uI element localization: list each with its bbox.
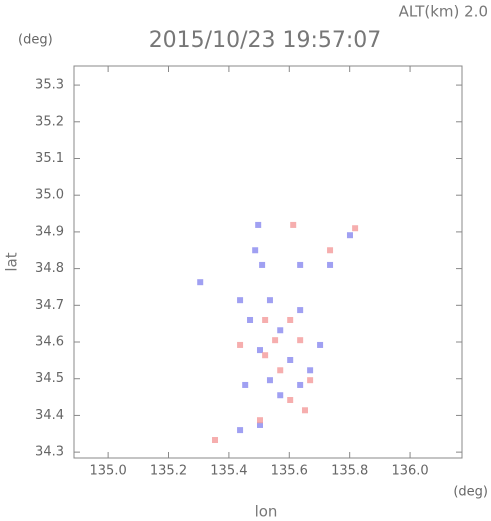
y-tick-label: 35.2	[35, 114, 64, 129]
echo-point	[290, 221, 297, 228]
echo-point	[237, 341, 244, 348]
echo-point	[256, 421, 263, 428]
x-tick-label: 135.2	[150, 464, 187, 479]
y-tick-label: 34.4	[35, 408, 64, 423]
x-tick-label: 136.0	[391, 464, 428, 479]
y-tick-label: 34.6	[35, 335, 64, 350]
y-unit: (deg)	[18, 33, 53, 48]
echo-point	[237, 297, 244, 304]
echo-point	[327, 261, 334, 268]
echo-point	[301, 407, 308, 414]
y-tick-label: 35.3	[35, 78, 64, 93]
echo-point	[262, 316, 269, 323]
echo-point	[287, 397, 294, 404]
echo-point	[242, 381, 249, 388]
echo-point	[197, 279, 204, 286]
echo-point	[247, 316, 254, 323]
y-axis-label: lat	[3, 252, 21, 271]
echo-point	[212, 437, 219, 444]
echo-point	[256, 417, 263, 424]
echo-point	[266, 297, 273, 304]
echo-point	[297, 261, 304, 268]
echo-point	[255, 221, 262, 228]
echo-point	[262, 352, 269, 359]
y-tick-label: 34.8	[35, 261, 64, 276]
echo-point	[346, 232, 353, 239]
x-unit: (deg)	[453, 485, 488, 500]
x-tick-label: 135.4	[210, 464, 247, 479]
echo-point	[297, 307, 304, 314]
echo-point	[266, 377, 273, 384]
echo-point	[259, 261, 266, 268]
echo-point	[277, 392, 284, 399]
y-tick-label: 34.7	[35, 298, 64, 313]
chart-title: 2015/10/23 19:57:07	[149, 28, 382, 53]
x-axis-label: lon	[255, 503, 278, 521]
echo-point	[327, 247, 334, 254]
echo-point	[277, 367, 284, 374]
x-tick-label: 135.0	[90, 464, 127, 479]
echo-point	[352, 225, 359, 232]
echo-point	[297, 337, 304, 344]
echo-point	[287, 316, 294, 323]
echo-point	[317, 341, 324, 348]
x-tick-label: 135.8	[331, 464, 368, 479]
echo-point	[307, 367, 314, 374]
y-tick-label: 34.5	[35, 371, 64, 386]
plot-frame	[73, 65, 463, 459]
altitude-label: ALT(km) 2.0	[399, 3, 488, 21]
echo-point	[256, 347, 263, 354]
y-tick-label: 35.1	[35, 151, 64, 166]
echo-point	[272, 337, 279, 344]
x-tick-label: 135.6	[271, 464, 308, 479]
echo-point	[252, 247, 259, 254]
echo-point	[287, 357, 294, 363]
y-tick-label: 35.0	[35, 188, 64, 203]
echo-point	[297, 381, 304, 388]
echo-point	[237, 427, 244, 434]
y-tick-label: 34.3	[35, 445, 64, 460]
echo-point	[277, 327, 284, 334]
echo-point	[307, 377, 314, 384]
y-tick-label: 34.9	[35, 224, 64, 239]
